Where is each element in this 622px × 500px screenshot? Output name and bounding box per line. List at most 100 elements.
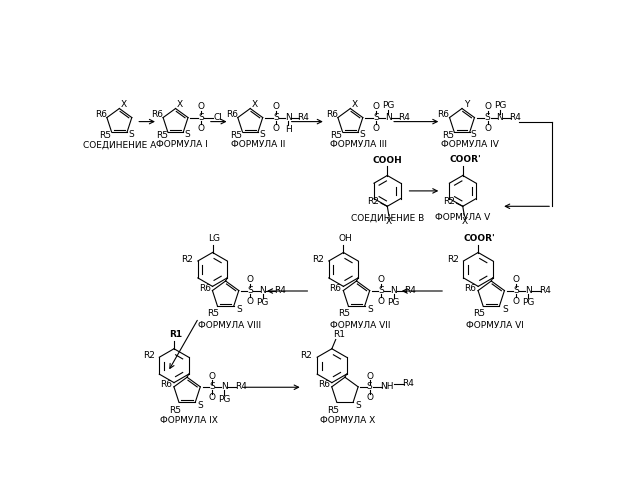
Text: O: O (378, 297, 385, 306)
Text: R5: R5 (169, 406, 181, 414)
Text: PG: PG (522, 298, 534, 308)
Text: S: S (359, 130, 364, 139)
Text: X: X (177, 100, 183, 109)
Text: R6: R6 (465, 284, 476, 293)
Text: R5: R5 (442, 131, 454, 140)
Text: R6: R6 (95, 110, 107, 119)
Text: X: X (352, 100, 358, 109)
Text: N: N (525, 286, 532, 295)
Text: R6: R6 (226, 110, 238, 119)
Text: R6: R6 (437, 110, 449, 119)
Text: O: O (272, 124, 279, 133)
Text: R2: R2 (181, 255, 193, 264)
Text: OH: OH (338, 234, 352, 243)
Text: O: O (373, 102, 379, 112)
Text: S: S (485, 113, 490, 122)
Text: ФОРМУЛА VII: ФОРМУЛА VII (330, 321, 391, 330)
Text: R2: R2 (142, 351, 154, 360)
Text: Cl: Cl (213, 113, 223, 122)
Text: O: O (484, 102, 491, 112)
Text: N: N (390, 286, 397, 295)
Text: O: O (366, 372, 373, 380)
Text: O: O (272, 102, 279, 112)
Text: O: O (484, 124, 491, 133)
Text: R5: R5 (230, 131, 243, 140)
Text: Y: Y (464, 100, 470, 109)
Text: R5: R5 (338, 310, 351, 318)
Text: LG: LG (208, 234, 220, 243)
Text: R5: R5 (473, 310, 485, 318)
Text: R1: R1 (333, 330, 346, 340)
Text: COOR': COOR' (449, 155, 481, 164)
Text: R2: R2 (312, 255, 324, 264)
Text: R6: R6 (318, 380, 330, 389)
Text: COOR': COOR' (464, 234, 496, 243)
Text: R4: R4 (397, 113, 409, 122)
Text: ФОРМУЛА IV: ФОРМУЛА IV (441, 140, 499, 149)
Text: R2: R2 (300, 351, 312, 360)
Text: R1: R1 (169, 330, 182, 340)
Text: СОЕДИНЕНИЕ В: СОЕДИНЕНИЕ В (351, 214, 424, 222)
Text: ФОРМУЛА V: ФОРМУЛА V (435, 214, 490, 222)
Text: S: S (184, 130, 190, 139)
Text: N: N (385, 113, 392, 122)
Text: R6: R6 (198, 284, 211, 293)
Text: S: S (513, 286, 519, 295)
Text: S: S (248, 286, 253, 295)
Text: S: S (356, 401, 361, 410)
Text: N: N (221, 382, 228, 392)
Text: O: O (513, 297, 519, 306)
Text: ФОРМУЛА III: ФОРМУЛА III (330, 140, 386, 149)
Text: S: S (471, 130, 476, 139)
Text: S: S (378, 286, 384, 295)
Text: O: O (366, 393, 373, 402)
Text: R4: R4 (297, 113, 309, 122)
Text: S: S (373, 113, 379, 122)
Text: S: S (236, 304, 242, 314)
Text: R6: R6 (160, 380, 172, 389)
Text: S: S (367, 304, 373, 314)
Text: O: O (247, 276, 254, 284)
Text: R6: R6 (151, 110, 163, 119)
Text: ФОРМУЛА X: ФОРМУЛА X (320, 416, 375, 425)
Text: O: O (373, 124, 379, 133)
Text: H: H (285, 124, 292, 134)
Text: X: X (252, 100, 258, 109)
Text: R4: R4 (402, 379, 414, 388)
Text: NH: NH (380, 382, 393, 392)
Text: O: O (247, 297, 254, 306)
Text: ФОРМУЛА VI: ФОРМУЛА VI (466, 321, 524, 330)
Text: R2: R2 (447, 255, 458, 264)
Text: N: N (259, 286, 266, 295)
Text: ФОРМУЛА IX: ФОРМУЛА IX (160, 416, 218, 425)
Text: S: S (128, 130, 134, 139)
Text: R5: R5 (330, 131, 343, 140)
Text: R4: R4 (509, 113, 521, 122)
Text: O: O (378, 276, 385, 284)
Text: N: N (285, 113, 292, 122)
Text: R5: R5 (156, 131, 168, 140)
Text: X: X (386, 217, 392, 226)
Text: O: O (198, 102, 205, 112)
Text: R4: R4 (539, 286, 551, 295)
Text: R6: R6 (326, 110, 338, 119)
Text: O: O (208, 393, 215, 402)
Text: O: O (208, 372, 215, 380)
Text: R5: R5 (327, 406, 339, 414)
Text: S: S (367, 382, 373, 392)
Text: PG: PG (218, 394, 230, 404)
Text: S: S (198, 113, 204, 122)
Text: X: X (121, 100, 127, 109)
Text: PG: PG (382, 100, 394, 110)
Text: S: S (259, 130, 265, 139)
Text: PG: PG (388, 298, 400, 308)
Text: ФОРМУЛА II: ФОРМУЛА II (231, 140, 285, 149)
Text: S: S (502, 304, 508, 314)
Text: COOH: COOH (373, 156, 402, 164)
Text: PG: PG (494, 100, 506, 110)
Text: ФОРМУЛА I: ФОРМУЛА I (156, 140, 208, 149)
Text: ФОРМУЛА VIII: ФОРМУЛА VIII (198, 321, 261, 330)
Text: R6: R6 (330, 284, 341, 293)
Text: R4: R4 (404, 286, 417, 295)
Text: O: O (198, 124, 205, 133)
